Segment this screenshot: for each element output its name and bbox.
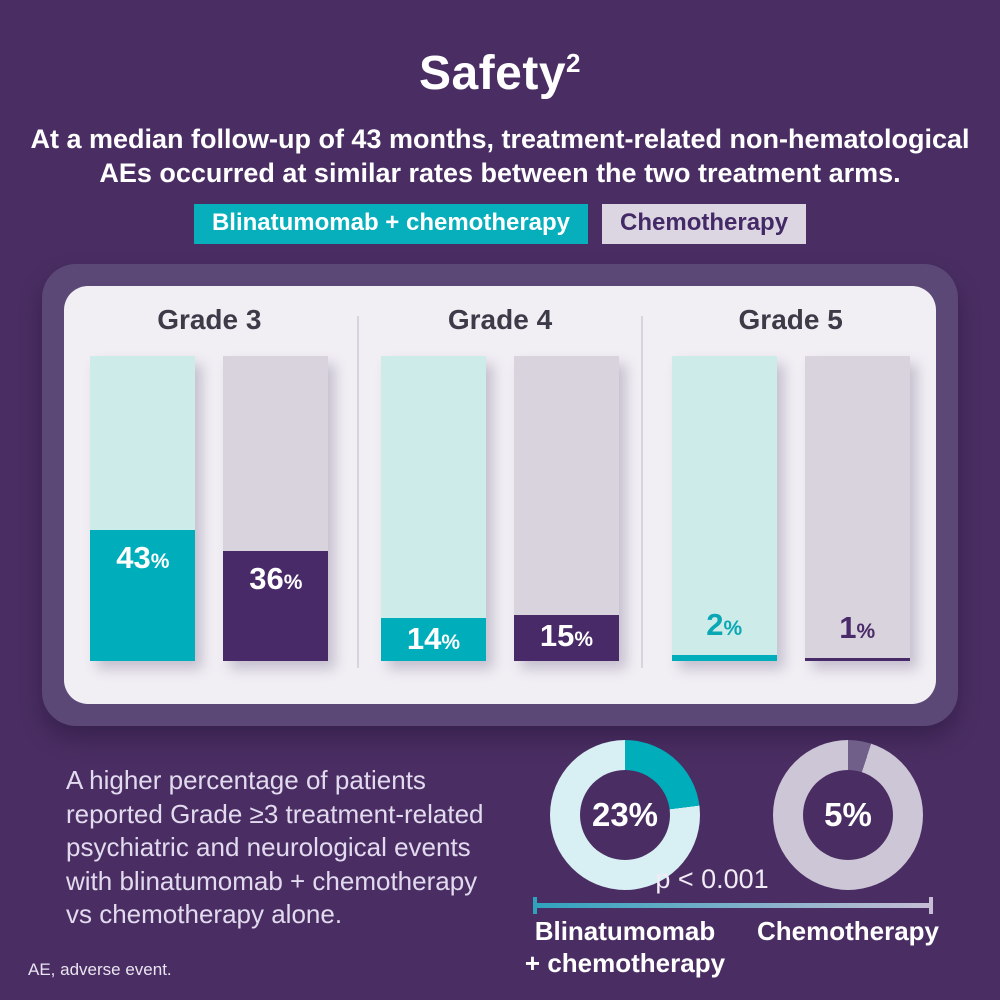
grade-3-title: Grade 3 (157, 304, 262, 335)
donut-hole: 23% (580, 770, 670, 860)
bar-chart-card: Grade 3 43% 36% Grade 4 (64, 286, 936, 704)
grade-5-bars: 2% 1% (645, 356, 936, 661)
donut-chart-blinatumomab: 23% (550, 740, 700, 890)
bar-fill (514, 615, 619, 661)
bar-value-label: 43% (116, 540, 170, 575)
bar-grade3-chemotherapy: 36% (223, 356, 329, 661)
bar-grade3-blinatumomab: 43% (90, 356, 196, 661)
donut-chart-chemotherapy: 5% (773, 740, 923, 890)
bar-fill (804, 658, 910, 661)
bar-value-label: 1% (839, 610, 876, 645)
grade-5-title: Grade 5 (738, 304, 843, 335)
callout-text: A higher percentage of patients reported… (66, 765, 484, 930)
donut-hole: 5% (803, 770, 893, 860)
grade-3-group: Grade 3 43% 36% (64, 286, 355, 704)
bar-fill (671, 655, 777, 661)
grade-3-bars: 43% 36% (64, 356, 355, 661)
p-value-annotation: p < 0.001 (655, 864, 769, 894)
bar-grade5-chemotherapy: 1% (804, 356, 910, 661)
bar-fill (381, 618, 486, 661)
group-divider (641, 316, 643, 668)
bar-chart-panel: Grade 3 43% 36% Grade 4 (42, 264, 958, 726)
bar-fill (223, 551, 329, 661)
bar-value-label: 14% (406, 621, 461, 656)
legend-arm2-badge: Chemotherapy (602, 204, 807, 244)
bar-value-label: 2% (706, 607, 743, 642)
comparison-bracket-line (533, 897, 933, 914)
legend-arm1-badge: Blinatumomab + chemotherapy (193, 204, 589, 244)
bar-grade5-blinatumomab: 2% (671, 356, 777, 661)
grade-4-title: Grade 4 (447, 304, 553, 335)
group-divider (357, 316, 359, 668)
subtitle: At a median follow-up of 43 months, trea… (30, 124, 970, 189)
bar-grade4-blinatumomab: 14% (381, 356, 486, 661)
donut-value-blinatumomab: 23% (591, 796, 659, 833)
donut-label-blinatumomab: Blinatumomab + chemotherapy (524, 916, 726, 978)
footnote: AE, adverse event. (28, 960, 172, 979)
page-title-superscript: 2 (566, 48, 582, 78)
bar-fill (90, 530, 196, 661)
legend: Blinatumomab + chemotherapy Chemotherapy (0, 204, 1000, 244)
bar-value-label: 15% (539, 618, 594, 653)
grade-4-bars: 14% 15% (355, 356, 646, 661)
donut-value-chemotherapy: 5% (824, 796, 872, 833)
bar-value-label: 36% (249, 561, 303, 596)
page-title: Safety2 (0, 46, 1000, 101)
donut-label-chemotherapy: Chemotherapy (756, 916, 940, 946)
grade-5-group: Grade 5 2% 1% (645, 286, 936, 704)
page-title-text: Safety (418, 47, 567, 100)
grade-4-group: Grade 4 14% 15% (355, 286, 646, 704)
bar-grade4-chemotherapy: 15% (514, 356, 619, 661)
